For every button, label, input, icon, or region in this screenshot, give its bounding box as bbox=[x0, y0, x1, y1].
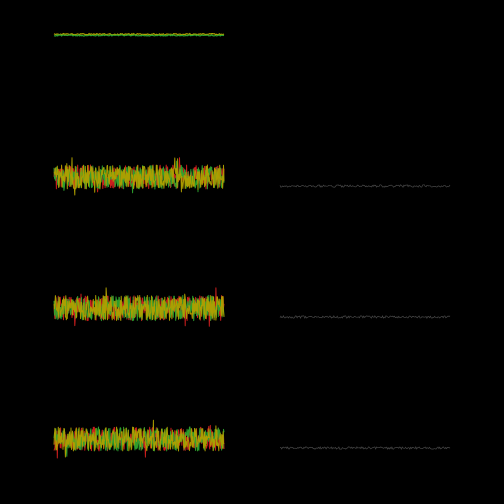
faint_right_2-line bbox=[280, 316, 450, 318]
chart-svg bbox=[0, 0, 504, 504]
noise_left_2-series-2 bbox=[54, 288, 224, 321]
top_left_line-series-0 bbox=[54, 34, 224, 35]
faint_right_3-line bbox=[280, 447, 450, 449]
chart-grid bbox=[0, 0, 504, 504]
noise_left_3-series-2 bbox=[54, 420, 224, 457]
faint_right_1-line bbox=[280, 185, 450, 187]
top_left_line-series-1 bbox=[54, 35, 224, 36]
